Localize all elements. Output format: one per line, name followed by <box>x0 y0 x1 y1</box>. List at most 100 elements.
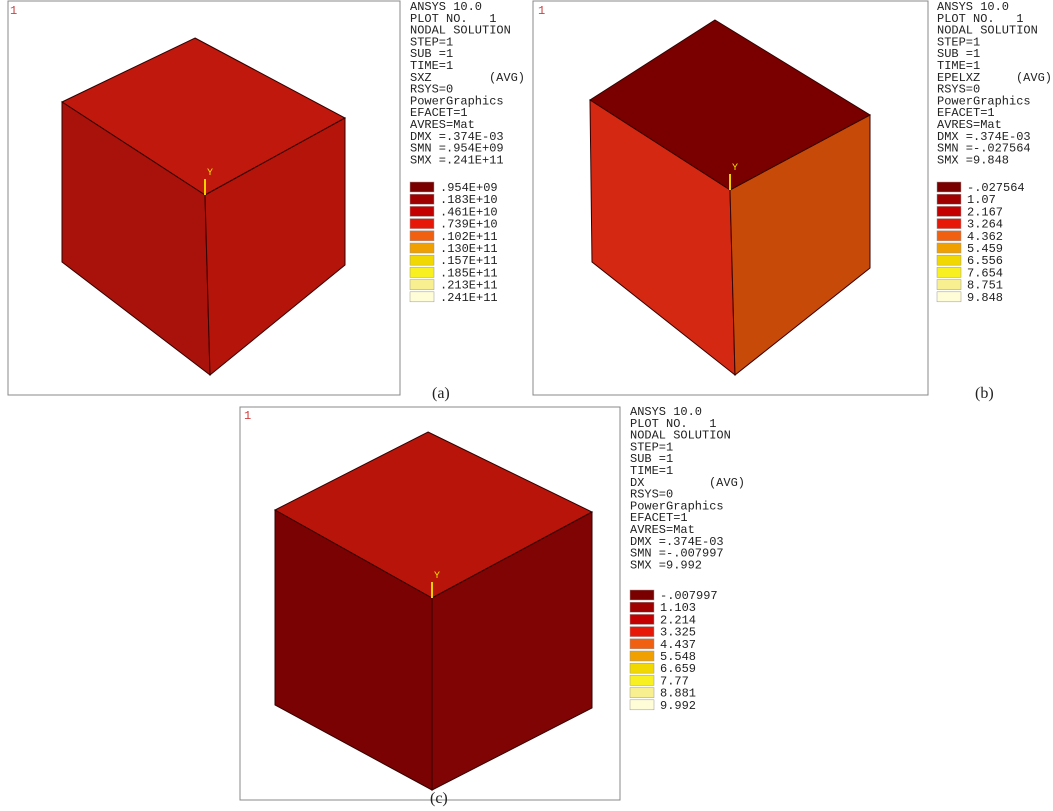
scale-swatch <box>629 699 655 711</box>
scale-label: 2.167 <box>967 205 1003 219</box>
scale-swatch <box>629 638 655 650</box>
scale-swatch <box>409 254 435 266</box>
info-line: SUB =1 <box>630 452 673 466</box>
plot-marker: 1 <box>244 409 251 423</box>
scale-swatch <box>629 614 655 625</box>
avg-label: (AVG) <box>709 476 745 490</box>
info-line: SMX =.241E+11 <box>410 153 504 167</box>
scale-swatch <box>409 193 435 205</box>
scale-swatch <box>629 687 655 698</box>
axis-label: Y <box>207 168 213 179</box>
info-line: RSYS=0 <box>410 83 453 97</box>
scale-label: 8.751 <box>967 279 1003 293</box>
caption: (a) <box>432 385 450 402</box>
scale-label: 4.437 <box>660 638 696 652</box>
info-line: PLOT NO. 1 <box>937 12 1023 26</box>
plot-marker: 1 <box>538 4 545 18</box>
scale-swatch <box>409 279 435 290</box>
info-line: SMX =9.848 <box>937 153 1009 167</box>
axis-label: Y <box>434 571 440 582</box>
quantity: EPELXZ <box>937 71 980 85</box>
panel-frame <box>239 406 621 801</box>
scale-label: 8.881 <box>660 687 696 701</box>
plot-marker: 1 <box>10 4 17 18</box>
scale-label: .185E+11 <box>440 266 498 280</box>
info-line: SUB =1 <box>937 47 980 61</box>
scale-swatch <box>936 267 962 278</box>
info-line: SMN =-.007997 <box>630 547 724 561</box>
scale-swatch <box>409 218 435 229</box>
info-line: AVRES=Mat <box>410 118 475 132</box>
scale-swatch <box>409 267 435 278</box>
scale-swatch <box>629 662 655 674</box>
info-line: AVRES=Mat <box>630 523 695 537</box>
info-line: TIME=1 <box>410 59 453 73</box>
info-line: RSYS=0 <box>937 83 980 97</box>
avg-label: (AVG) <box>489 71 525 85</box>
info-line: STEP=1 <box>937 35 980 49</box>
scale-label: .241E+11 <box>440 291 498 305</box>
scale-swatch <box>936 193 962 205</box>
cube-right <box>431 511 593 791</box>
scale-label: 1.103 <box>660 601 696 615</box>
info-line: SMN =-.027564 <box>937 142 1031 156</box>
cube-right <box>729 114 871 377</box>
avg-label: (AVG) <box>1016 71 1052 85</box>
scale-label: 5.548 <box>660 650 696 664</box>
info-line: TIME=1 <box>937 59 980 73</box>
info-line: EFACET=1 <box>630 511 688 525</box>
scale-label: -.027564 <box>967 181 1025 195</box>
info-line: ANSYS 10.0 <box>410 0 482 14</box>
scale-swatch <box>936 181 962 193</box>
scale-label: .954E+09 <box>440 181 498 195</box>
axis-label: Y <box>732 163 738 174</box>
info-line: PLOT NO. 1 <box>630 417 716 431</box>
caption: (b) <box>975 385 994 402</box>
scale-swatch <box>936 291 962 303</box>
scale-label: 5.459 <box>967 242 1003 256</box>
info-line: EFACET=1 <box>937 106 995 120</box>
info-line: PowerGraphics <box>937 94 1031 108</box>
info-line: DMX =.374E-03 <box>937 130 1031 144</box>
info-line: AVRES=Mat <box>937 118 1002 132</box>
scale-swatch <box>629 675 655 686</box>
info-line: STEP=1 <box>630 440 673 454</box>
info-line: PowerGraphics <box>410 94 504 108</box>
info-line: TIME=1 <box>630 464 673 478</box>
quantity: SXZ <box>410 71 432 85</box>
info-line: SUB =1 <box>410 47 453 61</box>
info-line: PowerGraphics <box>630 499 724 513</box>
info-line: DMX =.374E-03 <box>410 130 504 144</box>
scale-label: .461E+10 <box>440 205 498 219</box>
scale-label: .739E+10 <box>440 218 498 232</box>
info-line: STEP=1 <box>410 35 453 49</box>
scale-label: 6.659 <box>660 662 696 676</box>
scale-swatch <box>629 650 655 662</box>
scale-label: 4.362 <box>967 230 1003 244</box>
info-line: SMX =9.992 <box>630 558 702 572</box>
info-line: PLOT NO. 1 <box>410 12 496 26</box>
scale-swatch <box>409 242 435 254</box>
scale-swatch <box>629 601 655 613</box>
scale-label: 9.992 <box>660 699 696 713</box>
panel-frame <box>7 0 401 396</box>
cube-right <box>204 117 346 377</box>
scale-swatch <box>936 279 962 290</box>
scale-swatch <box>936 206 962 217</box>
info-line: NODAL SOLUTION <box>410 24 511 38</box>
scale-swatch <box>936 218 962 229</box>
scale-swatch <box>936 230 962 242</box>
scale-label: -.007997 <box>660 589 718 603</box>
info-line: EFACET=1 <box>410 106 468 120</box>
caption: (c) <box>430 790 448 807</box>
scale-label: .213E+11 <box>440 279 498 293</box>
scale-swatch <box>936 242 962 254</box>
scale-label: .183E+10 <box>440 193 498 207</box>
scale-swatch <box>409 206 435 217</box>
info-line: RSYS=0 <box>630 488 673 502</box>
scale-label: 2.214 <box>660 613 696 627</box>
scale-label: 9.848 <box>967 291 1003 305</box>
info-line: SMN =.954E+09 <box>410 142 504 156</box>
scale-label: 7.654 <box>967 266 1003 280</box>
